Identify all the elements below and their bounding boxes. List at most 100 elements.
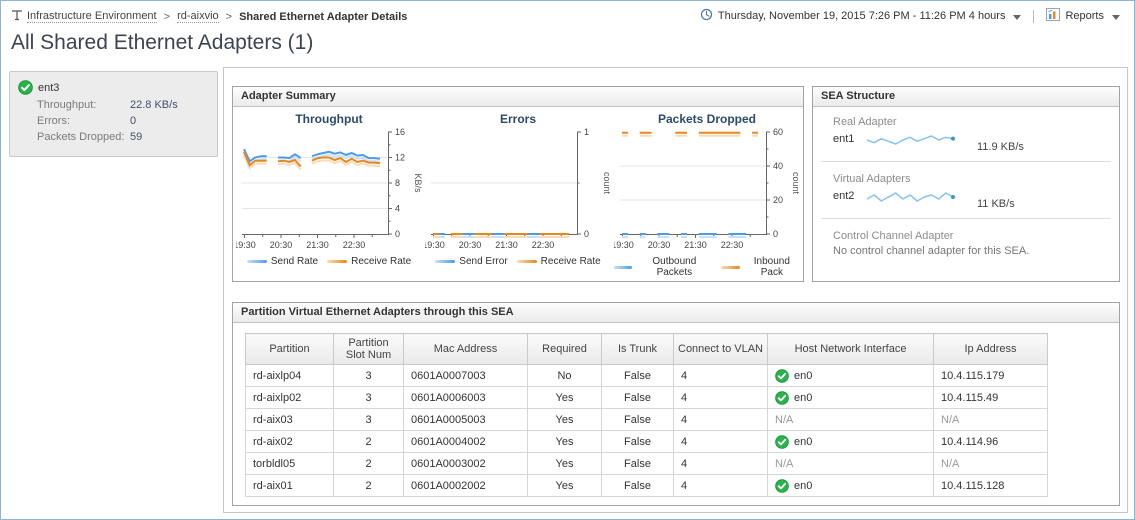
svg-text:21:30: 21:30 xyxy=(495,240,518,250)
host-interface-cell: en0 xyxy=(767,474,934,497)
table-cell: 3 xyxy=(333,408,404,431)
svg-text:20:30: 20:30 xyxy=(648,240,671,250)
table-row[interactable]: rd-aix02 2 0601A0004002 Yes False 4 en0 10.4.1… xyxy=(245,430,1048,453)
ip-address-cell: 10.4.114.96 xyxy=(933,430,1048,453)
table-cell: False xyxy=(601,452,674,475)
table-cell: rd-aix02 xyxy=(245,430,334,453)
table-row[interactable]: rd-aixlp04 3 0601A0007003 No False 4 en0 10.4.… xyxy=(245,364,1048,387)
col-ip-address: Ip Address xyxy=(933,333,1048,365)
throughput-chart-title: Throughput xyxy=(295,112,363,126)
card-errors-value: 0 xyxy=(130,115,137,127)
reports-icon xyxy=(1046,8,1061,24)
breadcrumb-link-infrastructure-environment[interactable]: Infrastructure Environment xyxy=(27,10,157,23)
svg-text:count: count xyxy=(602,172,611,195)
throughput-chart[interactable]: Throughput 0 4 8 12 16 KB/s 19:30 20:30 21:30 22:… xyxy=(236,107,422,278)
table-cell: False xyxy=(601,474,674,497)
col-partition: Partition xyxy=(245,333,334,365)
host-interface-cell: en0 xyxy=(767,364,934,387)
errors-chart-title: Errors xyxy=(499,112,537,126)
table-cell: 4 xyxy=(673,430,768,453)
page-title: All Shared Ethernet Adapters (1) xyxy=(11,31,314,54)
table-cell: Yes xyxy=(527,452,602,475)
svg-text:4: 4 xyxy=(395,204,400,214)
table-cell: Yes xyxy=(527,430,602,453)
table-cell: 4 xyxy=(673,386,768,409)
col-required: Required xyxy=(527,333,602,365)
section-divider xyxy=(821,218,1111,219)
section-divider xyxy=(821,161,1111,162)
table-row[interactable]: rd-aixlp02 3 0601A0006003 Yes False 4 en0 10.4… xyxy=(245,386,1048,409)
table-cell: 4 xyxy=(673,364,768,387)
throughput-chart-canvas: 0 4 8 12 16 KB/s 19:30 20:30 21:30 22:30 xyxy=(236,127,422,250)
partition-table-panel: Partition Virtual Ethernet Adapters thro… xyxy=(232,302,1120,506)
svg-text:19:30: 19:30 xyxy=(236,240,256,250)
table-cell: 0601A0005003 xyxy=(403,408,528,431)
table-cell: 4 xyxy=(673,474,768,497)
breadcrumb-separator: > xyxy=(163,10,171,23)
table-cell: rd-aix03 xyxy=(245,408,334,431)
control-channel-note: No control channel adapter for this SEA. xyxy=(833,245,1030,257)
table-cell: 2 xyxy=(333,452,404,475)
timerange-caret-icon[interactable] xyxy=(1013,14,1022,20)
real-adapter-name: ent1 xyxy=(833,133,855,145)
ip-address-cell: 10.4.115.179 xyxy=(933,364,1048,387)
sea-structure-header: SEA Structure xyxy=(813,87,1119,107)
table-cell: 3 xyxy=(333,364,404,387)
legend-item: Send Error xyxy=(435,256,508,267)
adapter-summary-header: Adapter Summary xyxy=(233,87,803,107)
svg-text:21:30: 21:30 xyxy=(306,240,329,250)
table-cell: 3 xyxy=(333,386,404,409)
virtual-adapters-section: Virtual Adapters ent2 11 KB/s xyxy=(813,164,1119,216)
ip-address-cell: 10.4.115.49 xyxy=(933,386,1048,409)
table-cell: 4 xyxy=(673,452,768,475)
reports-button[interactable]: Reports xyxy=(1065,10,1104,22)
svg-text:1: 1 xyxy=(584,127,589,137)
svg-text:21:30: 21:30 xyxy=(684,240,707,250)
svg-text:20:30: 20:30 xyxy=(459,240,482,250)
main-content: Adapter Summary Throughput 0481216KB/s19… xyxy=(223,67,1128,513)
svg-text:0: 0 xyxy=(584,229,589,239)
table-cell: False xyxy=(601,364,674,387)
svg-text:12: 12 xyxy=(395,153,405,163)
table-row[interactable]: rd-aix03 3 0601A0005003 Yes False 4 N/A N/A xyxy=(245,408,1048,431)
table-row[interactable]: torbldl05 2 0601A0003002 Yes False 4 N/A N/A xyxy=(245,452,1048,475)
svg-text:60: 60 xyxy=(773,127,783,137)
adapter-summary-panel: Adapter Summary Throughput 0 4 8 12 16 KB/s 19… xyxy=(232,86,804,282)
breadcrumb-current: Shared Ethernet Adapter Details xyxy=(239,10,408,23)
virtual-adapter-name: ent2 xyxy=(833,190,855,202)
table-cell: 2 xyxy=(333,430,404,453)
table-cell: rd-aixlp04 xyxy=(245,364,334,387)
col-is-trunk: Is Trunk xyxy=(601,333,674,365)
adapter-card-ent3[interactable]: ent3 Throughput: 22.8 KB/s Errors: 0 Pac… xyxy=(9,71,218,157)
errors-chart-legend: Send Error Receive Rate xyxy=(425,256,611,267)
breadcrumb-link-rd-aixvio[interactable]: rd-aixvio xyxy=(177,10,219,23)
table-cell: torbldl05 xyxy=(245,452,334,475)
legend-item: Receive Rate xyxy=(327,256,411,267)
svg-text:8: 8 xyxy=(395,178,400,188)
table-cell: 0601A0007003 xyxy=(403,364,528,387)
control-channel-section: Control Channel Adapter No control chann… xyxy=(813,221,1119,263)
packets-dropped-chart[interactable]: Packets Dropped 0 20 40 60 count 19:30 20:30 21… xyxy=(614,107,800,278)
timerange-selector[interactable]: Thursday, November 19, 2015 7:26 PM - 11… xyxy=(717,10,1006,22)
legend-item: Inbound Pack xyxy=(721,256,800,278)
partition-table-header: Partition Virtual Ethernet Adapters thro… xyxy=(233,303,1119,323)
reports-caret-icon[interactable] xyxy=(1112,14,1120,20)
table-cell: Yes xyxy=(527,408,602,431)
svg-text:40: 40 xyxy=(773,161,783,171)
topbar-right: Thursday, November 19, 2015 7:26 PM - 11… xyxy=(700,8,1120,24)
svg-text:KB/s: KB/s xyxy=(413,173,422,193)
timerange-clock-icon xyxy=(700,8,713,24)
status-ok-icon xyxy=(775,434,789,449)
packets-dropped-chart-title: Packets Dropped xyxy=(657,112,757,126)
col-partition-slot-num: Partition Slot Num xyxy=(333,333,404,365)
throughput-chart-legend: Send Rate Receive Rate xyxy=(236,256,422,267)
errors-chart[interactable]: Errors 0 1 count 19:30 20:30 21:30 22:30 Send … xyxy=(425,107,611,278)
breadcrumb-separator: > xyxy=(225,10,233,23)
adapter-name: ent3 xyxy=(38,81,60,94)
table-cell: 4 xyxy=(673,408,768,431)
svg-text:22:30: 22:30 xyxy=(721,240,744,250)
card-packets-dropped-value: 59 xyxy=(130,131,143,143)
table-row[interactable]: rd-aix01 2 0601A0002002 Yes False 4 en0 10.4.1… xyxy=(245,474,1048,497)
table-cell: 2 xyxy=(333,474,404,497)
